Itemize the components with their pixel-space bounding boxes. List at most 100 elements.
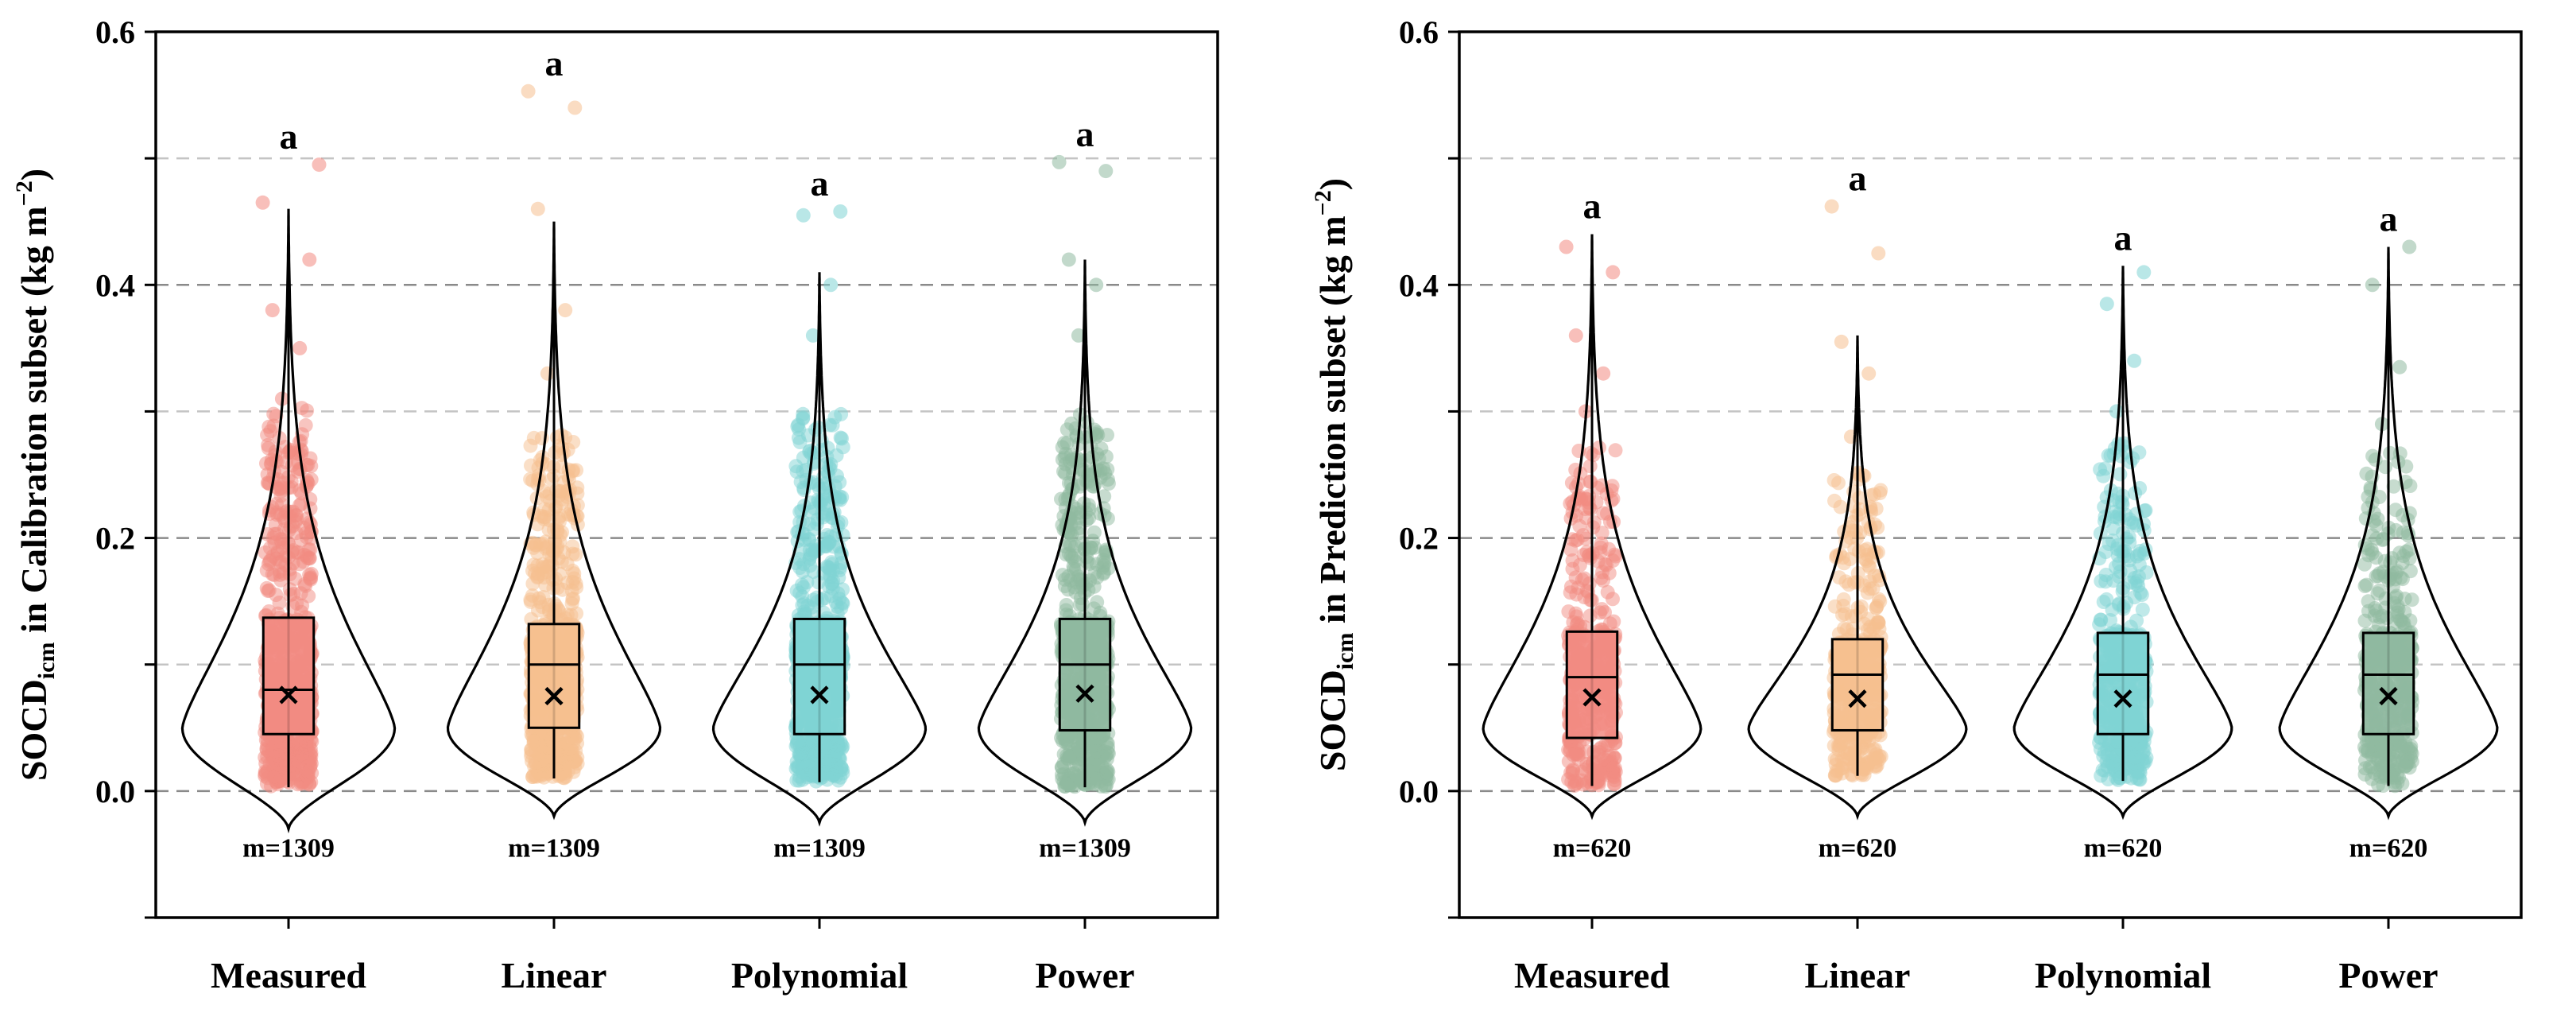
- data-point: [569, 463, 584, 478]
- data-point: [819, 559, 835, 574]
- data-point: [282, 567, 297, 582]
- gridlines: [156, 157, 1218, 793]
- iqr-box: [1565, 630, 1619, 739]
- y-axis-label-text: in Calibration subset (kg m: [14, 206, 54, 642]
- data-point: [2395, 739, 2410, 755]
- outlier-point: [1834, 334, 1849, 349]
- y-tick-label: 0.2: [95, 521, 135, 557]
- data-point: [2357, 613, 2373, 628]
- data-point: [1857, 543, 1873, 558]
- y-tick-label: 0.0: [95, 774, 135, 809]
- outlier-point: [1559, 239, 1574, 254]
- outlier-point: [292, 340, 308, 355]
- data-point: [1842, 552, 1857, 567]
- data-point: [1863, 619, 1878, 635]
- iqr-box: [527, 623, 581, 729]
- y-tick-label: 0.4: [95, 267, 135, 303]
- significance-letter: a: [811, 163, 829, 204]
- data-point: [303, 759, 318, 774]
- outlier-point: [1606, 265, 1621, 280]
- data-point: [1059, 436, 1075, 451]
- y-axis-label-main: SOCD: [1312, 670, 1353, 771]
- data-point: [1600, 738, 1615, 753]
- outlier-point: [255, 195, 270, 210]
- calibration-panel: 0.0 0.2 0.4 0.6 SOCDicm in Calibration subse…: [11, 14, 1219, 996]
- outlier-point: [1098, 164, 1114, 179]
- data-point: [1582, 459, 1598, 474]
- y-axis-label-superscript: −2: [11, 180, 37, 206]
- data-point: [1068, 585, 1083, 600]
- data-point: [269, 526, 284, 541]
- outlier-point: [1568, 328, 1583, 343]
- outlier-point: [530, 201, 545, 216]
- data-point: [2399, 459, 2414, 474]
- x-tick-label: Linear: [1805, 955, 1911, 996]
- data-point: [544, 472, 560, 487]
- outlier-point: [265, 303, 280, 318]
- data-point: [2113, 770, 2127, 785]
- y-axis-label: SOCDicm in Calibration subset (kg m−2): [11, 169, 60, 781]
- data-point: [790, 419, 805, 434]
- data-point: [1583, 592, 1598, 607]
- data-point: [556, 762, 571, 777]
- violin-outline: [180, 208, 397, 834]
- significance-letter: a: [545, 43, 564, 83]
- outlier-point: [567, 100, 583, 115]
- significance-letter: a: [2380, 199, 2398, 239]
- y-axis-label-text: in Prediction subset (kg m: [1312, 215, 1353, 632]
- data-point: [2378, 591, 2393, 606]
- y-axis-label-superscript: −2: [1310, 190, 1336, 215]
- y-axis-label-subscript: icm: [33, 642, 60, 680]
- data-point: [2112, 495, 2127, 510]
- outlier-point: [521, 83, 536, 99]
- y-axis-label: SOCDicm in Prediction subset (kg m−2): [1310, 178, 1358, 771]
- data-point: [1830, 763, 1846, 778]
- data-point: [1831, 475, 1846, 491]
- data-point: [259, 580, 274, 596]
- significance-letter: a: [1076, 114, 1094, 154]
- data-point: [833, 430, 848, 445]
- data-point: [1849, 742, 1864, 757]
- y-tick-label: 0.0: [1399, 774, 1439, 809]
- y-tick-label: 0.2: [1399, 521, 1439, 557]
- data-point: [2403, 564, 2418, 579]
- violin-outline: [446, 221, 662, 821]
- outlier-point: [312, 157, 327, 173]
- data-point: [553, 527, 568, 542]
- data-point: [796, 557, 811, 572]
- outlier-point: [1871, 246, 1886, 261]
- data-point: [301, 588, 316, 604]
- data-point: [1869, 501, 1884, 516]
- data-point: [1094, 749, 1110, 764]
- outlier-point: [2136, 265, 2152, 280]
- data-point: [300, 770, 316, 785]
- data-point: [2399, 544, 2414, 559]
- data-point: [1862, 581, 1877, 596]
- iqr-box: [792, 617, 846, 735]
- count-label: m=1309: [508, 834, 600, 864]
- data-point: [570, 480, 585, 495]
- data-point: [1827, 493, 1842, 508]
- significance-letter: a: [280, 116, 298, 157]
- data-point: [1055, 452, 1070, 467]
- outlier-point: [302, 252, 317, 267]
- y-tick-label: 0.6: [95, 14, 135, 50]
- data-point: [2127, 764, 2142, 779]
- data-point: [1608, 443, 1623, 458]
- iqr-box: [2096, 631, 2150, 735]
- data-point: [268, 448, 283, 463]
- data-point: [2369, 518, 2384, 533]
- data-point: [1836, 592, 1851, 607]
- data-point: [565, 546, 580, 561]
- data-point: [829, 448, 844, 463]
- data-point: [2117, 544, 2132, 559]
- y-axis-ticks: 0.00.20.40.6: [1399, 14, 1459, 919]
- data-point: [304, 570, 319, 585]
- data-point: [1599, 557, 1614, 572]
- significance-letter: a: [2114, 217, 2132, 258]
